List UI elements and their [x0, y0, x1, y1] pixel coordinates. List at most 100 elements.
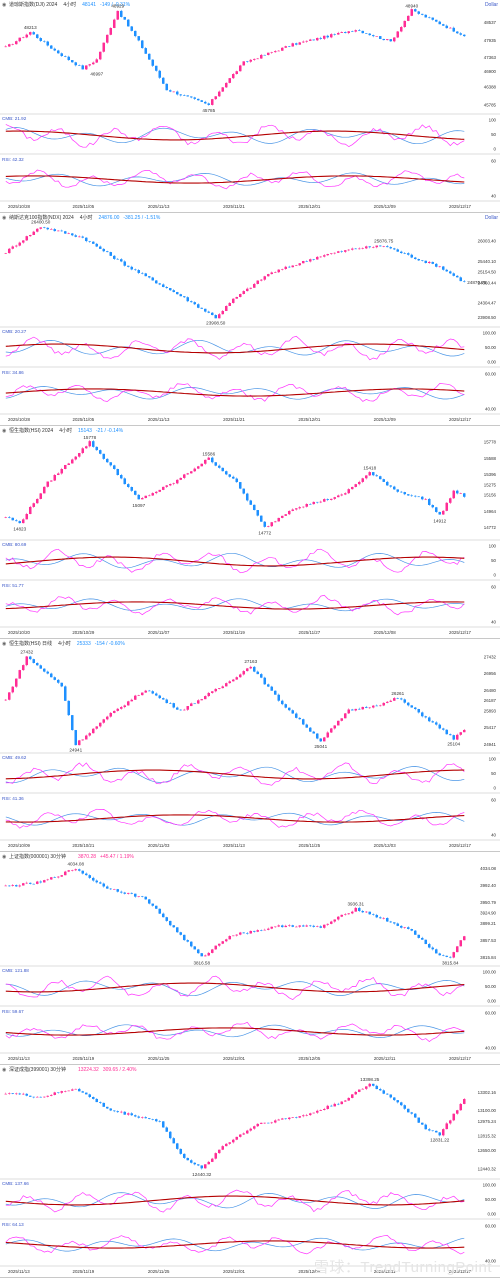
candle-body — [49, 877, 53, 880]
eye-icon[interactable]: ◉ — [2, 428, 7, 434]
candle-body — [287, 266, 291, 268]
candle-body — [277, 1119, 281, 1121]
candle-body — [424, 14, 428, 18]
candle-body — [319, 37, 323, 39]
candle-body — [144, 1117, 148, 1119]
candle-body — [67, 56, 71, 61]
candle-body — [172, 703, 176, 708]
time-axis-tick: 2025/10/09 — [8, 843, 31, 848]
candle-body — [119, 891, 123, 893]
candle-body — [452, 1113, 456, 1121]
candle-body — [389, 921, 393, 923]
candle-body — [84, 446, 88, 449]
candle-body — [179, 1148, 183, 1154]
candle-body — [154, 693, 158, 696]
chart-header: ◉ 恒生指数(HSI) 日线 4小时 25333 -154 / -0.60% — [2, 639, 125, 649]
candle-body — [270, 52, 274, 53]
period-selector[interactable]: 4小时 — [63, 2, 77, 8]
candle-body — [182, 1153, 186, 1158]
rsi-average-line — [5, 601, 465, 610]
candle-body — [74, 235, 78, 237]
candle-body — [301, 1115, 305, 1117]
candle-body — [53, 877, 57, 878]
cmb-average-line — [5, 343, 465, 354]
candle-body — [266, 1122, 270, 1124]
candle-body — [7, 517, 11, 518]
candle-body — [60, 875, 64, 877]
price-axis-tick: 15778 — [484, 440, 497, 445]
candle-body — [403, 699, 407, 703]
candle-body — [165, 83, 169, 91]
candle-body — [210, 457, 214, 463]
candle-body — [39, 881, 43, 883]
cmb-label: CMB: 80.69 — [2, 542, 27, 547]
candle-body — [102, 453, 106, 459]
candle-body — [312, 39, 316, 41]
time-axis-tick: 2025/11/13 — [148, 417, 170, 422]
candle-body — [203, 308, 207, 312]
price-axis-tick: 47363 — [484, 55, 497, 60]
candle-body — [403, 1105, 407, 1109]
period-selector[interactable]: 4小时 — [79, 215, 93, 221]
candle-body — [88, 733, 92, 736]
eye-icon[interactable]: ◉ — [2, 1067, 7, 1073]
candle-body — [144, 690, 148, 693]
candle-body — [256, 930, 260, 932]
time-axis-tick: 2025/11/25 — [299, 843, 321, 848]
candle-body — [438, 266, 442, 268]
candle-body — [25, 236, 29, 241]
rsi-tick: 60.00 — [485, 372, 497, 377]
candle-body — [18, 1093, 22, 1095]
price-annotation: 14772 — [258, 531, 271, 536]
candle-body — [196, 466, 200, 469]
candle-body — [60, 1091, 64, 1093]
time-axis-tick: 2025/11/21 — [223, 204, 245, 209]
candle-body — [130, 1113, 134, 1116]
candle-body — [39, 493, 43, 499]
candle-body — [77, 869, 81, 871]
rsi-average-line — [5, 1027, 465, 1036]
candle-body — [410, 928, 414, 931]
candle-body — [175, 91, 179, 95]
time-axis-tick: 2025/12/08 — [374, 630, 397, 635]
candle-body — [210, 949, 214, 953]
eye-icon[interactable]: ◉ — [2, 641, 7, 647]
period-selector[interactable]: 4小时 — [59, 428, 72, 434]
candle-body — [193, 946, 197, 950]
candle-body — [98, 882, 102, 884]
candle-body — [182, 95, 186, 96]
eye-icon[interactable]: ◉ — [2, 2, 7, 8]
candle-body — [343, 713, 347, 719]
candle-body — [102, 719, 106, 723]
price-annotation: 13398.25 — [360, 1077, 380, 1082]
candle-body — [165, 917, 169, 921]
candle-body — [123, 261, 127, 266]
candle-body — [459, 277, 463, 282]
candle-body — [25, 1093, 29, 1096]
eye-icon[interactable]: ◉ — [2, 215, 7, 221]
candle-body — [200, 699, 204, 701]
candle-body — [392, 486, 396, 490]
symbol-name: 恒生指数(HSI) 2024 — [9, 428, 54, 434]
candle-body — [245, 288, 249, 292]
candle-body — [221, 1146, 225, 1150]
candle-body — [105, 458, 109, 463]
candle-body — [378, 917, 382, 919]
candle-body — [112, 1110, 116, 1112]
candle-body — [109, 888, 113, 890]
candle-body — [35, 498, 39, 504]
candle-body — [35, 34, 39, 39]
rsi-average-line — [5, 388, 465, 397]
period-selector[interactable]: 4小时 — [58, 641, 71, 647]
cmb-tick: 50 — [491, 558, 496, 563]
candle-body — [277, 694, 281, 701]
chart-panel: ◉ 纳斯达克100指数(NDX) 2024 4小时 24876.00 -381.25 /… — [0, 213, 500, 426]
candle-body — [18, 242, 22, 246]
candle-body — [455, 946, 459, 953]
candle-body — [263, 677, 267, 685]
eye-icon[interactable]: ◉ — [2, 854, 7, 860]
time-axis-tick: 2025/12/01 — [223, 1269, 246, 1274]
candle-body — [389, 247, 393, 249]
candle-body — [221, 941, 225, 944]
candle-body — [179, 932, 183, 935]
